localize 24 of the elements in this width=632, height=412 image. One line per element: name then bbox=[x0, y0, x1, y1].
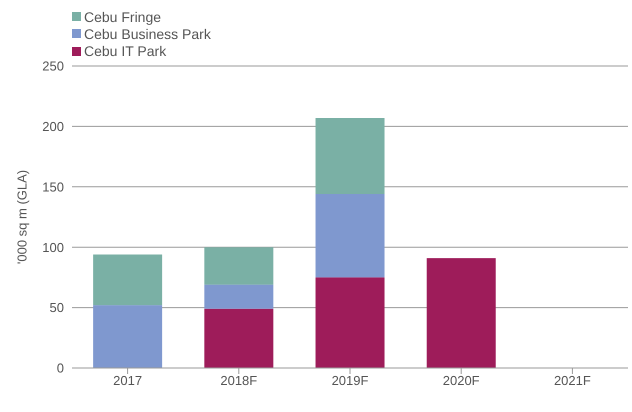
y-axis-title: '000 sq m (GLA) bbox=[14, 170, 30, 264]
y-tick-label: 200 bbox=[42, 119, 64, 134]
y-tick-label: 50 bbox=[50, 300, 64, 316]
bar bbox=[204, 247, 274, 285]
y-tick-label: 250 bbox=[42, 58, 64, 74]
x-tick-label: 2021F bbox=[554, 373, 591, 388]
bar bbox=[316, 277, 385, 368]
legend-label: Cebu IT Park bbox=[84, 43, 166, 60]
x-tick-label: 2018F bbox=[220, 373, 258, 388]
y-tick-label: 0 bbox=[56, 360, 64, 376]
y-tick-label: 100 bbox=[42, 240, 64, 255]
bar bbox=[204, 308, 274, 368]
legend-label: Cebu Business Park bbox=[84, 26, 211, 42]
bar bbox=[93, 254, 162, 306]
y-tick-label: 150 bbox=[42, 179, 64, 194]
legend-label: Cebu Fringe bbox=[84, 8, 162, 25]
bar bbox=[204, 284, 274, 309]
bar bbox=[316, 118, 385, 194]
bar bbox=[426, 258, 496, 368]
x-tick-label: 2020F bbox=[442, 373, 480, 388]
bar bbox=[93, 305, 162, 368]
x-tick-label: 2019F bbox=[332, 373, 368, 388]
bar bbox=[316, 194, 385, 278]
x-tick-label: 2017 bbox=[113, 373, 142, 388]
